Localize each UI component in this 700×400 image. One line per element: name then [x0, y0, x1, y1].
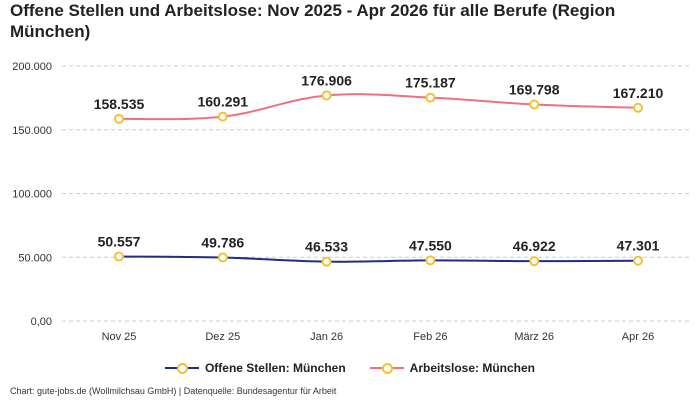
legend-swatch-arbeitslose: [369, 362, 404, 374]
x-tick-label: Nov 25: [102, 331, 137, 343]
y-tick-label: 0,00: [31, 316, 52, 328]
chart-title: Offene Stellen und Arbeitslose: Nov 2025…: [10, 1, 616, 41]
x-tick-label: Feb 26: [413, 331, 447, 343]
legend-item-arbeitslose[interactable]: Arbeitslose: München: [369, 361, 536, 375]
data-label: 175.187: [405, 75, 456, 91]
data-point: [633, 255, 643, 266]
legend-label-offene-stellen: Offene Stellen: München: [204, 361, 346, 375]
chart-legend: Offene Stellen: München Arbeitslose: Mün…: [0, 361, 700, 375]
legend-swatch-offene-stellen: [164, 362, 199, 374]
x-tick-label: Jan 26: [310, 331, 343, 343]
x-tick-label: Apr 26: [622, 331, 654, 343]
x-tick-label: Dez 25: [205, 331, 240, 343]
series-line: [118, 255, 639, 263]
data-point: [529, 99, 540, 110]
y-tick-label: 50.000: [18, 252, 52, 264]
data-label: 158.535: [94, 96, 145, 112]
data-label: 46.533: [305, 239, 348, 255]
y-tick-label: 100.000: [12, 189, 52, 201]
source-footer: Chart: gute-jobs.de (Wollmilchsau GmbH) …: [10, 386, 337, 396]
data-point: [425, 255, 436, 266]
data-label: 176.906: [301, 72, 352, 88]
data-point: [529, 256, 540, 267]
y-tick-label: 200.000: [12, 61, 52, 73]
data-label: 47.550: [409, 237, 452, 253]
data-label: 47.301: [617, 238, 660, 254]
series-line: [118, 93, 639, 121]
data-label: 50.557: [98, 234, 141, 250]
data-point: [425, 92, 436, 103]
data-label: 167.210: [613, 85, 664, 101]
legend-item-offene-stellen[interactable]: Offene Stellen: München: [164, 361, 346, 375]
data-point: [217, 252, 228, 263]
data-point: [114, 251, 124, 262]
y-tick-label: 150.000: [12, 125, 52, 137]
data-label: 169.798: [509, 82, 560, 98]
data-label: 49.786: [201, 235, 244, 251]
data-point: [633, 102, 643, 113]
data-point: [321, 256, 332, 267]
data-label: 46.922: [513, 238, 556, 254]
data-point: [321, 90, 332, 101]
data-label: 160.291: [197, 94, 248, 110]
legend-label-arbeitslose: Arbeitslose: München: [409, 361, 536, 375]
x-tick-label: März 26: [514, 331, 554, 343]
data-point: [217, 111, 228, 122]
data-point: [114, 113, 124, 124]
